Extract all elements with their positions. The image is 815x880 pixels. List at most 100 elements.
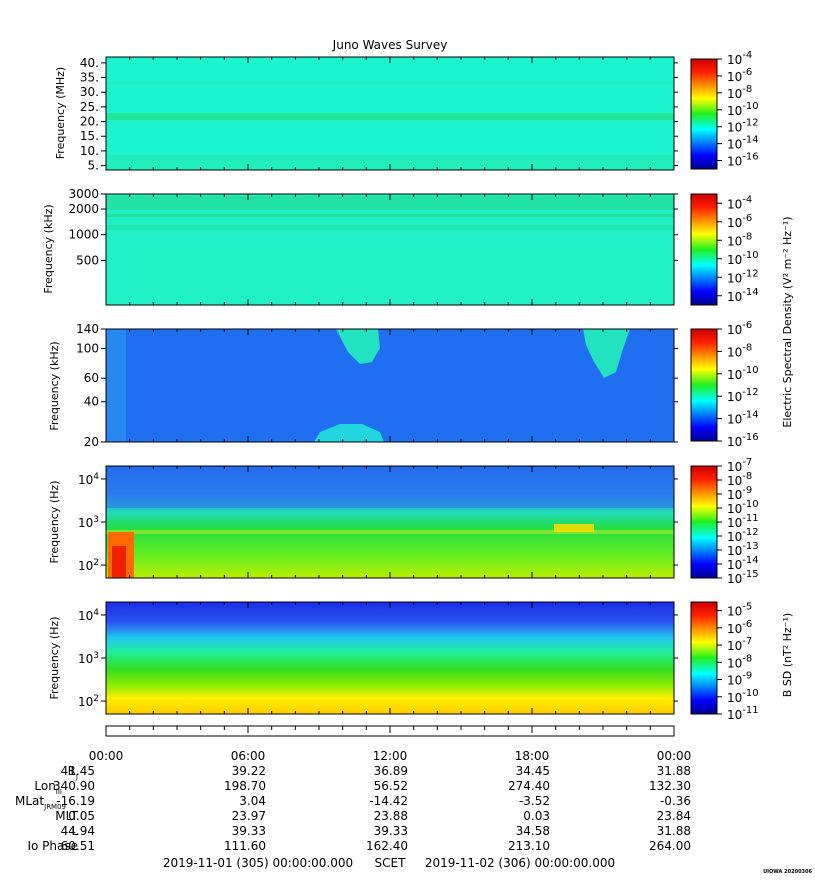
ytick-label-p4-1: 103 <box>78 515 99 530</box>
ytick-label-p3-2: 60 <box>84 371 99 385</box>
colorbar-p2 <box>690 193 718 306</box>
ephem-value-0-3: 34.45 <box>516 764 550 778</box>
ylabel-panel-3: Frequency (kHz) <box>48 341 61 430</box>
ephem-value-5-4: 264.00 <box>649 839 691 853</box>
ytick-label-p3-0: 140 <box>76 322 99 336</box>
ytick-label-p1-6: 10. <box>80 144 99 158</box>
emission-blob-3 <box>314 424 384 442</box>
ephem-value-3-4: 23.84 <box>657 809 691 823</box>
emission-blob-2 <box>583 329 630 378</box>
time-tick-2: 12:00 <box>373 749 408 763</box>
ephem-value-1-3: 274.40 <box>508 779 550 793</box>
cb-tick-label-p5-1: 10-6 <box>727 619 752 636</box>
ephem-value-1-2: 56.52 <box>374 779 408 793</box>
cb-tick-label-p3-1: 10-8 <box>727 342 752 359</box>
cb-tick-label-p2-0: 10-4 <box>727 194 752 211</box>
cb-tick-label-p4-2: 10-9 <box>727 485 752 502</box>
time-tick-labels: 00:00 06:00 12:00 18:00 00:00 <box>89 749 692 763</box>
ephem-value-1-0: 340.90 <box>53 779 95 793</box>
ytick-label-p1-3: 25. <box>80 100 99 114</box>
cb-tick-label-p3-4: 10-14 <box>727 410 759 427</box>
emission-left-edge <box>106 329 126 442</box>
ephem-value-5-0: 60.51 <box>61 839 95 853</box>
panel-hz-b <box>105 601 675 715</box>
colorbar-label-electric: Electric Spectral Density (V² m⁻² Hz⁻¹) <box>781 216 794 427</box>
colorbar-layer: 10-410-610-810-1010-1210-1410-1610-410-6… <box>690 50 759 722</box>
ylabel-panel-4: Frequency (Hz) <box>48 481 61 564</box>
ephem-value-1-1: 198.70 <box>224 779 266 793</box>
ephem-label-4: L <box>71 824 78 838</box>
ytick-label-p3-3: 40 <box>84 395 99 409</box>
colorbar-p5 <box>690 601 718 715</box>
band-1200khz <box>106 225 674 230</box>
ytick-label-p1-5: 15. <box>80 129 99 143</box>
cb-tick-label-p3-5: 10-16 <box>727 432 759 449</box>
ephem-value-2-0: -16.19 <box>56 794 95 808</box>
ephem-value-2-2: -14.42 <box>369 794 408 808</box>
cb-tick-label-p4-5: 10-12 <box>727 527 759 544</box>
band-21mhz <box>106 113 674 120</box>
time-tick-3: 18:00 <box>515 749 550 763</box>
ytick-label-p4-0: 104 <box>78 472 99 487</box>
ytick-label-p2-3: 500 <box>76 253 99 267</box>
cb-tick-label-p3-2: 10-10 <box>727 365 759 382</box>
ytick-label-p1-1: 35. <box>80 71 99 85</box>
cb-tick-label-p2-5: 10-14 <box>727 287 759 304</box>
figure-title: Juno Waves Survey <box>332 38 448 52</box>
ephem-value-2-1: 3.04 <box>239 794 266 808</box>
ephem-value-0-2: 36.89 <box>374 764 408 778</box>
footer-scet: SCET <box>375 856 407 870</box>
cb-tick-label-p3-3: 10-12 <box>727 387 759 404</box>
ephem-value-5-1: 111.60 <box>224 839 266 853</box>
ytick-label-p5-1: 103 <box>78 651 99 666</box>
time-tick-0: 00:00 <box>89 749 124 763</box>
cb-tick-label-p1-5: 10-14 <box>727 135 759 152</box>
ylabel-panel-1: Frequency (MHz) <box>54 67 67 159</box>
cb-tick-label-p2-3: 10-10 <box>727 250 759 267</box>
ephem-value-0-0: 41.45 <box>61 764 95 778</box>
ephem-label-2: MLatJRM09 <box>15 794 66 811</box>
panel-khz-high <box>105 193 675 306</box>
cb-tick-label-p5-3: 10-8 <box>727 653 752 670</box>
cb-tick-label-p2-1: 10-6 <box>727 213 752 230</box>
ephem-value-4-4: 31.88 <box>657 824 691 838</box>
cb-tick-label-p3-0: 10-6 <box>727 320 752 337</box>
emission-yellow-right <box>554 524 594 532</box>
ytick-label-p1-0: 40. <box>80 56 99 70</box>
emission-blob-1 <box>336 329 380 364</box>
band-1800khz <box>106 214 674 217</box>
ephem-label-5: Io Phase <box>27 839 78 853</box>
panel-khz-low <box>105 328 675 443</box>
ephem-label-1: LonIII <box>34 779 62 796</box>
cb-tick-label-p1-6: 10-16 <box>727 152 759 169</box>
ephem-value-5-2: 162.40 <box>366 839 408 853</box>
spectrogram-khz-high <box>106 194 674 305</box>
ytick-label-p5-2: 102 <box>78 694 99 709</box>
spectrogram-hz-b <box>106 602 674 714</box>
ephem-value-4-3: 34.58 <box>516 824 550 838</box>
cb-tick-label-p1-3: 10-10 <box>727 101 759 118</box>
ephem-value-5-3: 213.10 <box>508 839 550 853</box>
ephem-value-0-1: 39.22 <box>232 764 266 778</box>
ytick-label-p2-1: 2000 <box>68 202 99 216</box>
cb-tick-label-p5-2: 10-7 <box>727 636 752 653</box>
colorbar-p3 <box>690 328 718 442</box>
colorbar-p1 <box>690 58 718 170</box>
ephem-value-4-0: 44.94 <box>61 824 95 838</box>
cb-tick-label-p2-2: 10-8 <box>727 231 752 248</box>
footer-end: 2019-11-02 (306) 00:00:00.000 <box>425 856 615 870</box>
cb-tick-label-p4-1: 10-8 <box>727 471 752 488</box>
time-tick-1: 06:00 <box>231 749 266 763</box>
ephem-value-3-0: 0.05 <box>68 809 95 823</box>
ytick-label-p2-2: 1000 <box>68 228 99 242</box>
colorbar-label-bsd: B SD (nT² Hz⁻¹) <box>781 613 794 697</box>
cb-tick-label-p1-1: 10-6 <box>727 67 752 84</box>
ytick-label-p2-0: 3000 <box>68 187 99 201</box>
emission-red-core <box>112 546 126 578</box>
ephem-label-3: MLT <box>55 809 78 823</box>
ytick-label-p1-2: 30. <box>80 85 99 99</box>
panel-mhz <box>105 56 675 171</box>
cb-tick-label-p4-3: 10-10 <box>727 499 759 516</box>
